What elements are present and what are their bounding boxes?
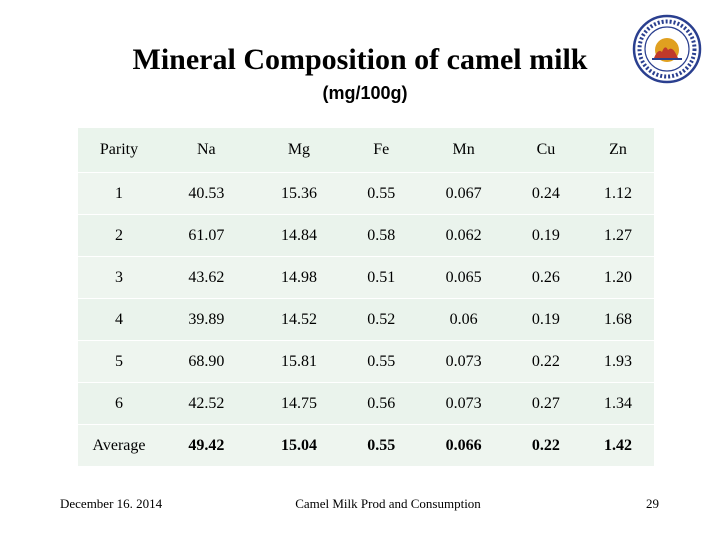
- table-cell: 0.067: [417, 172, 510, 215]
- table-cell: 0.22: [509, 340, 582, 383]
- table-cell: 0.06: [417, 298, 510, 341]
- table-cell: 2: [78, 214, 160, 257]
- average-row: Average 49.42 15.04 0.55 0.066 0.22 1.42: [78, 424, 654, 467]
- table-cell: 3: [78, 256, 160, 299]
- column-header: Mn: [417, 128, 510, 173]
- table-cell: 0.073: [417, 382, 510, 425]
- table-cell: 0.073: [417, 340, 510, 383]
- average-cell: 49.42: [160, 424, 253, 467]
- table-cell: 0.062: [417, 214, 510, 257]
- table-cell: 42.52: [160, 382, 253, 425]
- table-cell: 0.58: [345, 214, 418, 257]
- table-cell: 1.93: [581, 340, 654, 383]
- table-cell: 61.07: [160, 214, 253, 257]
- average-cell: 1.42: [581, 424, 654, 467]
- average-cell: 0.22: [509, 424, 582, 467]
- table-cell: 0.55: [345, 340, 418, 383]
- average-cell: Average: [78, 424, 160, 467]
- average-cell: 0.066: [417, 424, 510, 467]
- table-row: 3 43.62 14.98 0.51 0.065 0.26 1.20: [78, 256, 654, 299]
- column-header: Parity: [78, 128, 160, 173]
- table-cell: 0.55: [345, 172, 418, 215]
- slide-subtitle: (mg/100g): [322, 83, 408, 103]
- table-cell: 1.27: [581, 214, 654, 257]
- table-cell: 43.62: [160, 256, 253, 299]
- table-cell: 39.89: [160, 298, 253, 341]
- table-cell: 1.20: [581, 256, 654, 299]
- footer-date: December 16. 2014: [60, 496, 163, 511]
- column-header: Fe: [345, 128, 418, 173]
- page-number: 29: [646, 496, 659, 511]
- table-cell: 5: [78, 340, 160, 383]
- camel-association-seal-icon: [632, 14, 702, 84]
- table-cell: 15.36: [252, 172, 346, 215]
- table-row: 4 39.89 14.52 0.52 0.06 0.19 1.68: [78, 298, 654, 341]
- table-cell: 14.75: [252, 382, 346, 425]
- table-cell: 6: [78, 382, 160, 425]
- table-row: 5 68.90 15.81 0.55 0.073 0.22 1.93: [78, 340, 654, 383]
- table-header-row: Parity Na Mg Fe Mn Cu Zn: [78, 128, 654, 173]
- table-cell: 0.19: [509, 214, 582, 257]
- table-cell: 15.81: [252, 340, 346, 383]
- table-cell: 14.98: [252, 256, 346, 299]
- slide-title: Mineral Composition of camel milk: [132, 43, 588, 76]
- table-cell: 68.90: [160, 340, 253, 383]
- table-cell: 0.52: [345, 298, 418, 341]
- table-cell: 14.84: [252, 214, 346, 257]
- table-cell: 1.34: [581, 382, 654, 425]
- table-cell: 0.27: [509, 382, 582, 425]
- table-cell: 0.24: [509, 172, 582, 215]
- table-cell: 1.68: [581, 298, 654, 341]
- column-header: Cu: [509, 128, 582, 173]
- table-cell: 0.51: [345, 256, 418, 299]
- column-header: Na: [160, 128, 253, 173]
- table-cell: 0.56: [345, 382, 418, 425]
- table-cell: 0.19: [509, 298, 582, 341]
- table-cell: 0.065: [417, 256, 510, 299]
- table-row: 6 42.52 14.75 0.56 0.073 0.27 1.34: [78, 382, 654, 425]
- table-cell: 40.53: [160, 172, 253, 215]
- table-row: 2 61.07 14.84 0.58 0.062 0.19 1.27: [78, 214, 654, 257]
- column-header: Zn: [581, 128, 654, 173]
- table-cell: 4: [78, 298, 160, 341]
- footer-title: Camel Milk Prod and Consumption: [295, 496, 481, 511]
- table-cell: 14.52: [252, 298, 346, 341]
- table-cell: 0.26: [509, 256, 582, 299]
- table-cell: 1.12: [581, 172, 654, 215]
- table-cell: 1: [78, 172, 160, 215]
- average-cell: 0.55: [345, 424, 418, 467]
- table-row: 1 40.53 15.36 0.55 0.067 0.24 1.12: [78, 172, 654, 215]
- column-header: Mg: [252, 128, 346, 173]
- mineral-composition-table: Parity Na Mg Fe Mn Cu Zn 1 40.53 15.36 0.55 0.067 0…: [78, 128, 654, 467]
- average-cell: 15.04: [252, 424, 346, 467]
